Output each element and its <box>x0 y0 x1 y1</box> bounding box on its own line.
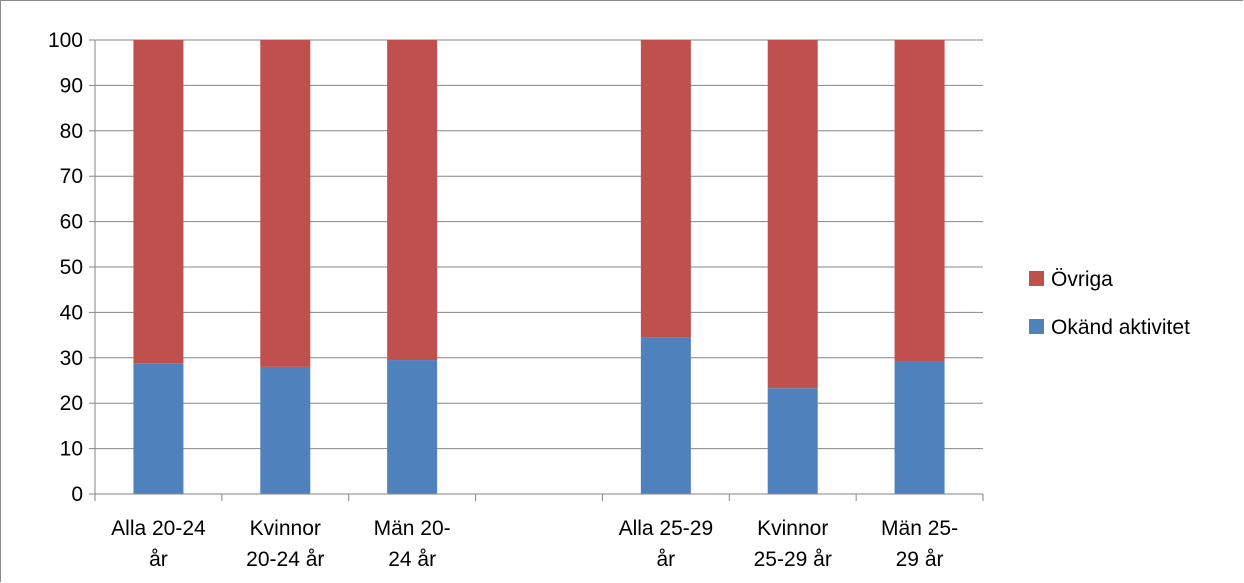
bar-ovriga <box>894 40 945 362</box>
legend-swatch <box>1029 271 1044 286</box>
y-tick-label: 0 <box>71 483 83 506</box>
y-tick-label: 80 <box>60 120 83 143</box>
y-tick-label: 40 <box>60 301 83 324</box>
y-tick-label: 20 <box>60 392 83 415</box>
y-tick-label: 50 <box>60 256 83 279</box>
gridlines <box>95 39 983 450</box>
legend-swatch <box>1029 319 1044 334</box>
x-category-label: Kvinnor <box>250 517 321 540</box>
bar-ovriga <box>387 40 438 361</box>
bar-okand-aktivitet <box>894 361 945 494</box>
bar-okand-aktivitet <box>133 363 184 494</box>
y-tick-labels: 0 10 20 30 40 50 60 70 80 90 100 <box>48 29 83 506</box>
y-tick-label: 90 <box>60 74 83 97</box>
y-tick-label: 60 <box>60 211 83 234</box>
x-category-label: år <box>657 548 676 571</box>
legend-label: Övriga <box>1051 268 1113 291</box>
legend-label: Okänd aktivitet <box>1051 316 1190 339</box>
x-category-labels: Alla 20-24 år Kvinnor 20-24 år Män 20- 24 år A… <box>111 517 958 571</box>
x-category-label: 29 år <box>896 548 944 571</box>
bar-okand-aktivitet <box>260 366 311 494</box>
bar-okand-aktivitet <box>640 337 691 494</box>
legend: Övriga Okänd aktivitet <box>1029 268 1190 339</box>
x-category-label: Män 20- <box>374 517 451 540</box>
x-category-label: Alla 20-24 <box>111 517 206 540</box>
x-category-label: Alla 25-29 <box>619 517 714 540</box>
bar-ovriga <box>133 40 184 364</box>
x-category-label: 24 år <box>388 548 436 571</box>
x-category-label: Män 25- <box>881 517 958 540</box>
x-category-label: år <box>149 548 168 571</box>
x-category-label: Kvinnor <box>757 517 828 540</box>
x-category-label: 25-29 år <box>754 548 832 571</box>
bar-ovriga <box>260 40 311 367</box>
y-tick-label: 100 <box>48 29 83 52</box>
bar-okand-aktivitet <box>767 388 818 494</box>
bar-ovriga <box>640 40 691 338</box>
bars <box>133 40 945 494</box>
x-category-label: 20-24 år <box>246 548 324 571</box>
y-tick-label: 30 <box>60 347 83 370</box>
y-tick-label: 70 <box>60 165 83 188</box>
bar-ovriga <box>767 40 818 389</box>
axes <box>89 39 984 501</box>
bar-okand-aktivitet <box>387 360 438 494</box>
y-tick-label: 10 <box>60 438 83 461</box>
